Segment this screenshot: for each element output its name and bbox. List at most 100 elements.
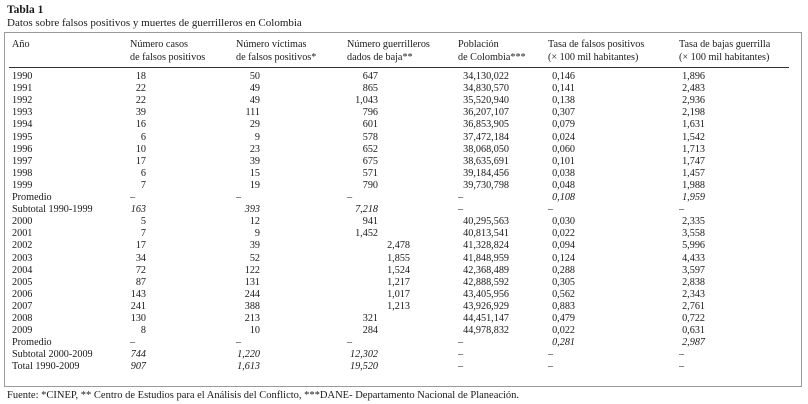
- cell-poblacion: 40,813,541: [463, 228, 509, 240]
- row-label: 1993: [12, 107, 33, 119]
- cell-tasa-bajas: 3,558: [682, 228, 705, 240]
- table-frame: [4, 32, 802, 387]
- cell-casos: 8: [140, 325, 146, 337]
- cell-poblacion: 41,328,824: [463, 240, 509, 252]
- cell-casos: 143: [130, 288, 146, 300]
- cell-guerrilleros: 941: [362, 216, 378, 228]
- cell-tasa-bajas: 1,713: [682, 143, 705, 155]
- cell-guerrilleros: 2,478: [387, 240, 410, 252]
- cell-casos: 163: [130, 204, 146, 216]
- table-subtitle: Datos sobre falsos positivos y muertes d…: [7, 17, 302, 29]
- cell-tasa-fp: 0,038: [552, 167, 575, 179]
- cell-tasa-bajas: 2,761: [682, 300, 705, 312]
- cell-casos: 87: [135, 276, 146, 288]
- column-header-line: de Colombia***: [458, 51, 526, 63]
- cell-casos: 907: [130, 361, 146, 373]
- cell-victimas: 9: [254, 131, 260, 143]
- cell-guerrilleros: 1,017: [387, 288, 410, 300]
- cell-casos: 5: [140, 216, 146, 228]
- header-divider: [9, 67, 789, 68]
- cell-guerrilleros: –: [347, 337, 353, 349]
- column-header-line: Número guerrilleros: [347, 39, 430, 50]
- cell-tasa-fp: 0,048: [552, 179, 575, 191]
- cell-tasa-fp: 0,288: [552, 264, 575, 276]
- row-label: Subtotal 2000-2009: [12, 349, 93, 361]
- cell-guerrilleros: 652: [362, 143, 378, 155]
- cell-casos: 39: [135, 107, 146, 119]
- cell-victimas: 49: [249, 83, 260, 95]
- cell-tasa-bajas: 0,631: [682, 325, 705, 337]
- cell-guerrilleros: 1,217: [387, 276, 410, 288]
- cell-poblacion: 42,888,592: [463, 276, 509, 288]
- cell-guerrilleros: 1,524: [387, 264, 410, 276]
- cell-poblacion: 36,853,905: [463, 119, 509, 131]
- cell-casos: 34: [135, 252, 146, 264]
- cell-casos: 22: [135, 83, 146, 95]
- cell-guerrilleros: 284: [362, 325, 378, 337]
- table-title: Tabla 1: [7, 4, 44, 16]
- row-label: 1997: [12, 155, 33, 167]
- cell-tasa-fp: 0,307: [552, 107, 575, 119]
- cell-casos: 10: [135, 143, 146, 155]
- cell-casos: 16: [135, 119, 146, 131]
- row-label: 1996: [12, 143, 33, 155]
- column-header-line: (× 100 mil habitantes): [548, 51, 639, 63]
- cell-tasa-fp: 0,022: [552, 228, 575, 240]
- cell-tasa-bajas: 2,343: [682, 288, 705, 300]
- row-label: 1995: [12, 131, 33, 143]
- cell-guerrilleros: 865: [362, 83, 378, 95]
- cell-guerrilleros: 1,043: [355, 95, 378, 107]
- cell-poblacion: –: [458, 361, 464, 373]
- cell-victimas: –: [236, 337, 242, 349]
- cell-victimas: 388: [244, 300, 260, 312]
- cell-tasa-fp: 0,479: [552, 313, 575, 324]
- cell-tasa-bajas: 2,483: [682, 83, 705, 95]
- cell-victimas: 15: [249, 167, 260, 179]
- column-header-line: Año: [12, 39, 30, 50]
- cell-tasa-bajas: 2,936: [682, 95, 705, 107]
- cell-guerrilleros: 12,302: [349, 349, 378, 361]
- cell-casos: 22: [135, 95, 146, 107]
- cell-tasa-bajas: –: [679, 361, 685, 373]
- cell-poblacion: 34,830,570: [463, 83, 509, 95]
- cell-tasa-bajas: 2,987: [682, 337, 705, 349]
- table-source-note: Fuente: *CINEP, ** Centro de Estudios pa…: [7, 390, 520, 401]
- cell-poblacion: –: [458, 349, 464, 361]
- column-header-tasa-bajas: Tasa de bajas guerrilla (× 100 mil habita…: [679, 39, 770, 64]
- cell-poblacion: –: [458, 192, 464, 203]
- cell-victimas: 19: [249, 179, 260, 191]
- column-header-year: Año: [12, 39, 30, 52]
- cell-victimas: 131: [244, 276, 260, 288]
- column-header-tasa-fp: Tasa de falsos positivos (× 100 mil habit…: [548, 39, 644, 64]
- column-header-line: Número casos: [130, 39, 188, 50]
- cell-poblacion: 42,368,489: [463, 264, 509, 276]
- cell-tasa-bajas: 1,896: [682, 71, 705, 82]
- column-header-line: (× 100 mil habitantes): [679, 51, 770, 63]
- cell-poblacion: 44,451,147: [463, 313, 509, 324]
- cell-guerrilleros: 1,855: [387, 252, 410, 264]
- cell-tasa-fp: 0,108: [552, 192, 575, 203]
- cell-victimas: 50: [249, 71, 260, 82]
- cell-poblacion: 36,207,107: [463, 107, 509, 119]
- cell-tasa-fp: 0,305: [552, 276, 575, 288]
- cell-poblacion: 41,848,959: [463, 252, 509, 264]
- cell-tasa-fp: 0,022: [552, 325, 575, 337]
- cell-guerrilleros: 321: [362, 313, 378, 324]
- column-header-poblacion: Población de Colombia***: [458, 39, 526, 64]
- row-label: Promedio: [12, 192, 52, 203]
- cell-guerrilleros: 19,520: [349, 361, 378, 373]
- cell-poblacion: 39,184,456: [463, 167, 509, 179]
- cell-tasa-fp: 0,883: [552, 300, 575, 312]
- cell-tasa-bajas: 1,959: [682, 192, 705, 203]
- cell-victimas: 9: [254, 228, 260, 240]
- cell-poblacion: 34,130,022: [463, 71, 509, 82]
- cell-tasa-bajas: 2,198: [682, 107, 705, 119]
- column-header-line: Tasa de bajas guerrilla: [679, 39, 771, 50]
- cell-tasa-fp: 0,030: [552, 216, 575, 228]
- cell-guerrilleros: 790: [362, 179, 378, 191]
- cell-casos: 17: [135, 240, 146, 252]
- column-header-victimas: Número víctimas de falsos positivos*: [236, 39, 316, 64]
- cell-poblacion: 38,635,691: [463, 155, 509, 167]
- cell-victimas: 49: [249, 95, 260, 107]
